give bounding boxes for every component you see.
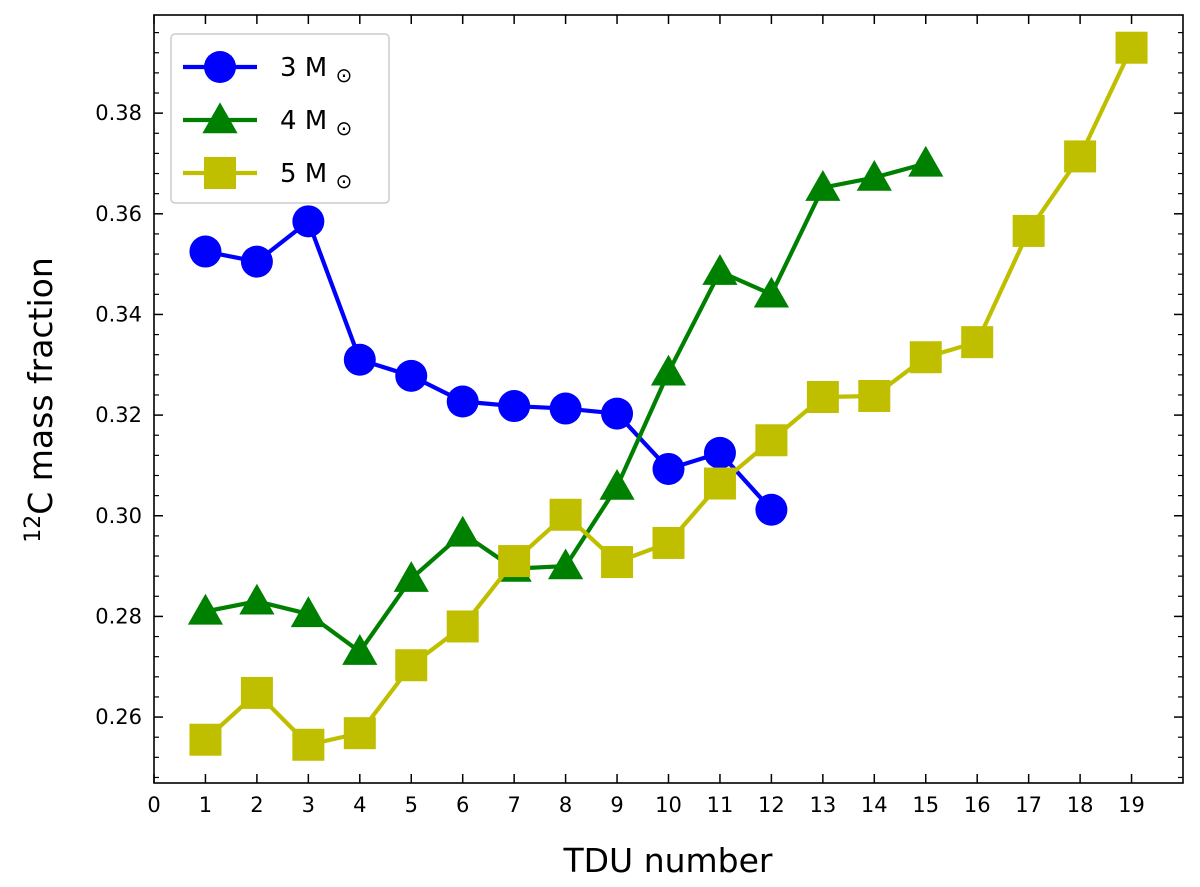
- series-4m-point: [856, 159, 892, 191]
- series-5m-point: [498, 545, 531, 578]
- series-5m-point: [1012, 214, 1045, 247]
- y-tick-label: 0.36: [95, 202, 142, 226]
- series-3m-point: [395, 359, 428, 392]
- series-4m-point: [650, 354, 687, 386]
- series-4m-point: [393, 561, 429, 592]
- y-tick-label: 0.32: [95, 403, 142, 427]
- series-3m-point: [703, 436, 736, 469]
- legend-entry-4m: 4 M ⊙: [183, 102, 352, 140]
- y-axis-title-text: C mass fraction: [21, 257, 60, 515]
- series-4m-point: [753, 276, 789, 308]
- y-axis-title-superscript: 12: [21, 515, 46, 543]
- series-3m-point: [755, 493, 788, 526]
- series-3m-point: [498, 390, 531, 423]
- y-tick-label: 0.28: [95, 604, 142, 628]
- legend-marker-3m: [204, 51, 236, 83]
- series-5m-point: [858, 379, 891, 412]
- series-3m: [189, 205, 788, 526]
- series-3m-point: [601, 397, 634, 430]
- series-4m-point: [548, 548, 584, 580]
- y-tick-label: 0.30: [95, 504, 142, 528]
- x-tick-label: 18: [1067, 793, 1094, 817]
- x-tick-label: 8: [559, 793, 572, 817]
- y-tick-label: 0.38: [95, 101, 142, 125]
- series-3m-point: [446, 385, 479, 418]
- x-tick-label: 15: [912, 793, 939, 817]
- series-3m-point: [292, 205, 325, 238]
- series-3m-line: [205, 219, 773, 512]
- x-tick-label: 17: [1015, 793, 1042, 817]
- series-5m-point: [601, 546, 634, 579]
- x-tick-label: 16: [964, 793, 991, 817]
- legend-sun-symbol: ⊙: [336, 63, 353, 87]
- series-4m-point: [342, 634, 378, 665]
- series-4m-point: [908, 145, 944, 177]
- x-tick-label: 6: [456, 793, 469, 817]
- series-3m-point: [240, 245, 273, 278]
- series-4m-point: [599, 468, 635, 500]
- x-tick-label: 0: [147, 793, 160, 817]
- legend-sun-symbol: ⊙: [336, 169, 353, 193]
- x-tick-label: 9: [610, 793, 623, 817]
- series-4m-point: [290, 596, 326, 628]
- series-5m-point: [189, 723, 222, 756]
- x-tick-label: 12: [758, 793, 785, 817]
- series-5m-point: [1115, 31, 1148, 64]
- x-axis-title: TDU number: [562, 841, 772, 880]
- x-tick-label: 1: [199, 793, 212, 817]
- series-4m-point: [702, 254, 738, 285]
- legend-items: 3 M ⊙4 M ⊙5 M ⊙: [183, 51, 352, 193]
- legend-marker-4m: [202, 102, 238, 134]
- series-5m-point: [240, 676, 273, 709]
- series-4m-point: [805, 170, 841, 201]
- plot-content: [187, 31, 1148, 761]
- legend-marker-5m: [204, 157, 236, 189]
- series-5m-point: [292, 728, 325, 761]
- series-5m: [189, 31, 1148, 761]
- series-5m-point: [755, 424, 788, 457]
- series-4m-point: [445, 515, 481, 547]
- x-tick-label: 5: [405, 793, 418, 817]
- x-tick-label: 3: [302, 793, 315, 817]
- series-4m-point: [239, 583, 275, 615]
- legend: 3 M ⊙4 M ⊙5 M ⊙: [170, 33, 390, 204]
- y-tick-label: 0.26: [95, 705, 142, 729]
- x-tick-label: 11: [707, 793, 734, 817]
- tick-labels: 0 1 2 3 4 5 6 7 8 9 10 11 12 13 14 15 16 17 18 190.260.280.…: [95, 101, 1145, 817]
- series-5m-point: [909, 341, 942, 374]
- series-5m-point: [806, 380, 839, 413]
- series-5m-point: [652, 526, 685, 559]
- series-5m-point: [703, 467, 736, 500]
- x-tick-label: 7: [507, 793, 520, 817]
- x-tick-label: 10: [655, 793, 682, 817]
- axis-ticks: [153, 15, 1183, 783]
- series-3m-point: [549, 392, 582, 425]
- series-3m-point: [652, 452, 685, 485]
- series-5m-point: [446, 610, 479, 643]
- series-5m-point: [961, 326, 994, 359]
- series-5m-point: [395, 649, 428, 682]
- x-tick-label: 4: [353, 793, 366, 817]
- series-4m-point: [187, 593, 224, 625]
- x-tick-label: 13: [809, 793, 836, 817]
- legend-entry-3m: 3 M ⊙: [183, 51, 352, 87]
- legend-label-4m: 4 M ⊙: [280, 106, 352, 140]
- x-tick-label: 19: [1118, 793, 1145, 817]
- y-axis-title: 12C mass fraction: [21, 257, 60, 543]
- y-tick-label: 0.34: [95, 302, 142, 326]
- series-5m-point: [343, 717, 376, 750]
- series-3m-point: [189, 235, 222, 268]
- series-3m-point: [343, 343, 376, 376]
- x-tick-label: 2: [250, 793, 263, 817]
- series-5m-point: [1064, 140, 1097, 173]
- legend-sun-symbol: ⊙: [336, 116, 353, 140]
- series-5m-point: [549, 498, 582, 531]
- x-tick-label: 14: [861, 793, 888, 817]
